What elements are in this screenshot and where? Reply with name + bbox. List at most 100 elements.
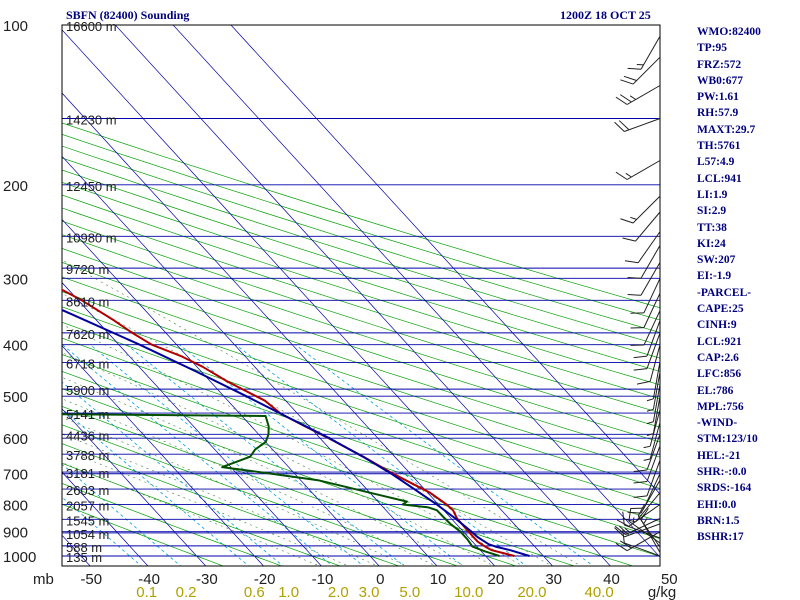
wind-section-header: -WIND- — [697, 417, 738, 430]
dry-adiabat — [62, 443, 400, 566]
wind-barb — [627, 245, 661, 279]
mixing-ratio-tick-label: 1.0 — [278, 584, 299, 600]
dry-adiabat — [62, 194, 660, 386]
wind-barb — [643, 422, 661, 461]
wind-barb — [646, 396, 661, 437]
pressure-tick-label: 900 — [3, 525, 28, 542]
index-item: CAP:2.6 — [697, 351, 739, 364]
height-label: 5141 m — [66, 407, 109, 422]
height-label: 3181 m — [66, 466, 109, 481]
wind-barb — [633, 320, 661, 359]
index-item: MAXT:29.7 — [697, 123, 756, 136]
wind-barb — [624, 231, 661, 264]
temperature-tick-label: -10 — [312, 571, 334, 588]
isotherm — [62, 218, 380, 566]
dry-adiabat — [62, 133, 660, 321]
index-item: LFC:856 — [697, 368, 742, 381]
mixing-ratio-line — [62, 381, 284, 566]
pressure-tick-label: 700 — [3, 467, 28, 484]
mixing-ratio-line — [62, 408, 250, 566]
isotherm — [230, 25, 660, 495]
isotherm — [62, 471, 149, 566]
wind-barb — [622, 492, 661, 523]
dry-adiabat — [62, 462, 342, 566]
dry-adiabat — [62, 220, 660, 414]
index-item: CAPE:25 — [697, 303, 744, 316]
mixing-ratio-tick-label: 20.0 — [517, 584, 546, 600]
dry-adiabat — [62, 291, 660, 489]
pressure-tick-label: 100 — [3, 18, 28, 35]
dry-adiabat — [62, 406, 517, 566]
isotherm — [62, 29, 554, 566]
moist-adiabat — [62, 259, 582, 566]
wind-barb — [615, 160, 661, 180]
mixing-ratio-line — [179, 344, 464, 566]
mixing-ratio-tick-label: 40.0 — [585, 584, 614, 600]
temperature-tick-label: -20 — [254, 571, 276, 588]
dry-adiabat — [62, 482, 283, 566]
index-item: BSHR:17 — [697, 531, 744, 544]
index-item: WMO:82400 — [697, 26, 761, 38]
index-item: TH:5761 — [697, 140, 741, 153]
mixing-ratio-tick-label: 2.0 — [328, 584, 349, 600]
pressure-tick-label: 800 — [3, 498, 28, 515]
index-item: STM:123/10 — [697, 433, 758, 446]
wind-barb — [622, 211, 661, 242]
temperature-tick-label: 10 — [430, 571, 447, 588]
height-label: 8610 m — [66, 294, 109, 309]
dry-adiabat — [62, 424, 459, 566]
mixing-ratio-tick-label: 3.0 — [359, 584, 380, 600]
index-item: LI:1.9 — [697, 188, 728, 201]
dry-adiabat — [62, 247, 660, 443]
height-label: 3788 m — [66, 448, 109, 463]
indices-panel: WMO:82400 TP:95 FRZ:572 WB0:677 PW:1.61 … — [697, 24, 761, 546]
moist-adiabat — [62, 433, 379, 566]
index-item: KI:24 — [697, 237, 726, 250]
wind-barb — [637, 503, 661, 548]
height-label: 7620 m — [66, 327, 109, 342]
pressure-tick-label: 600 — [3, 431, 28, 448]
isotherm — [62, 408, 207, 566]
dry-adiabat — [62, 122, 660, 309]
dry-adiabat — [62, 306, 660, 506]
height-label: 9720 m — [66, 262, 109, 277]
wind-barb — [614, 118, 661, 132]
dry-adiabat — [62, 145, 660, 333]
wind-barb — [615, 531, 661, 552]
height-label: 10980 m — [66, 230, 117, 245]
mixing-ratio-tick-label: 5.0 — [399, 584, 420, 600]
wind-barb — [646, 371, 661, 412]
wind-barb — [620, 56, 661, 85]
temperature-tick-label: 30 — [545, 571, 562, 588]
mixing-ratio-line — [62, 463, 182, 566]
wind-barb — [614, 518, 661, 536]
isotherm — [114, 25, 611, 566]
index-item: EL:786 — [697, 384, 734, 397]
wind-barb — [633, 434, 661, 473]
pressure-tick-label: 300 — [3, 271, 28, 288]
dry-adiabat — [62, 321, 660, 522]
pressure-tick-label: 200 — [3, 178, 28, 195]
mixing-ratio-line — [235, 344, 527, 566]
index-item: EI:-1.9 — [697, 270, 732, 283]
moist-adiabat — [62, 293, 553, 566]
index-item: LCL:921 — [697, 335, 742, 348]
height-label: 135 m — [66, 550, 102, 565]
isotherm — [62, 282, 322, 566]
temperature-tick-label: -50 — [80, 571, 102, 588]
dewpoint-profile — [62, 413, 500, 557]
isotherm — [0, 1, 43, 578]
chart-title: SBFN (82400) Sounding — [66, 8, 190, 22]
index-item: SW:207 — [697, 254, 736, 267]
dry-adiabat — [62, 370, 634, 566]
height-label: 5900 m — [66, 383, 109, 398]
height-label: 4436 m — [66, 428, 109, 443]
isotherm — [172, 25, 660, 558]
dry-adiabat — [62, 503, 225, 566]
mixing-ratio-tick-label: 10.0 — [454, 584, 483, 600]
index-item: RH:57.9 — [697, 107, 739, 120]
temperature-tick-label: -40 — [138, 571, 160, 588]
background-lines — [0, 1, 660, 578]
index-item: SRDS:-164 — [697, 482, 752, 495]
